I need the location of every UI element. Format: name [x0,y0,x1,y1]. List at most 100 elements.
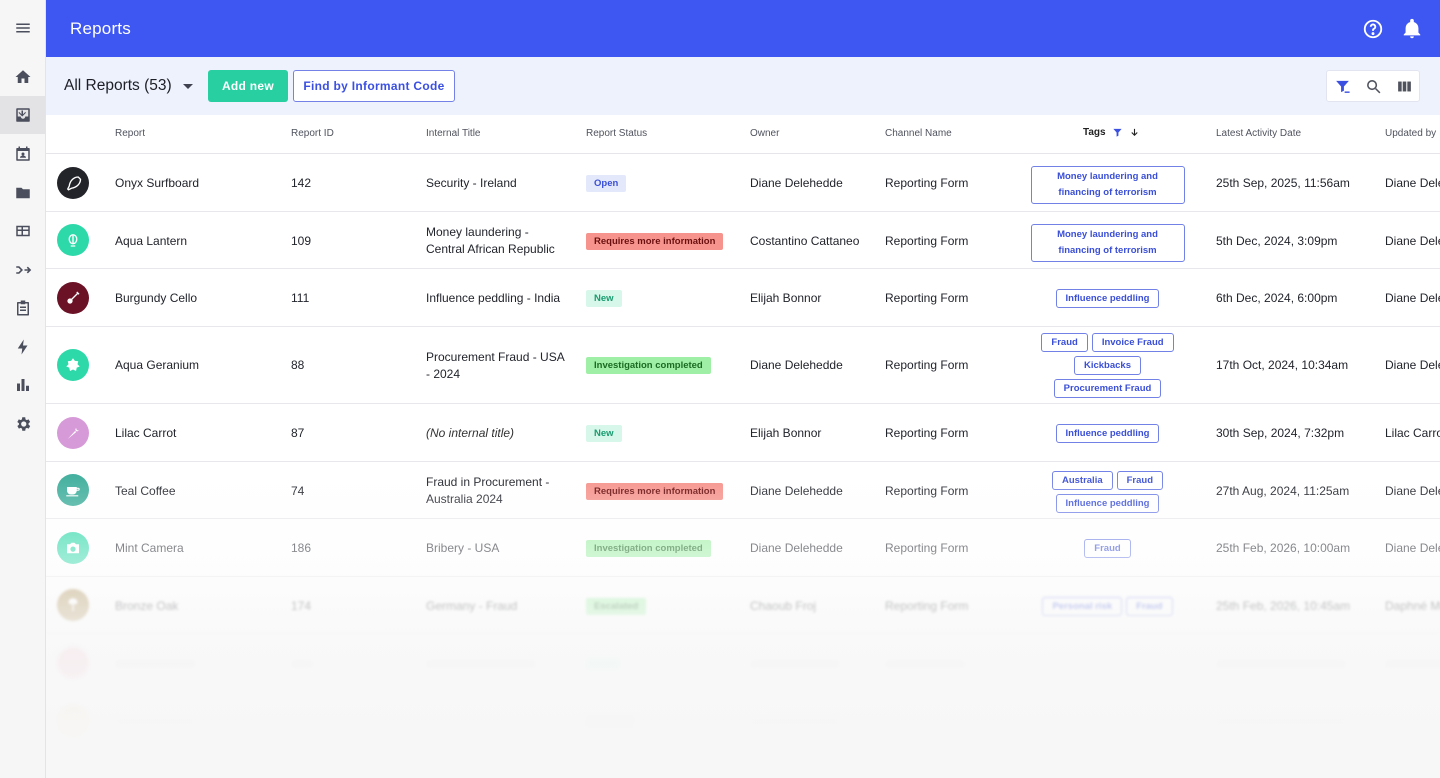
gear-icon[interactable] [0,405,45,443]
report-id: 109 [291,234,312,248]
carrot-icon [57,417,89,449]
latest-activity-date: 6th Dec, 2024, 6:00pm [1216,291,1338,305]
tag[interactable]: Influence peddling [1055,494,1160,513]
search-icon[interactable] [1358,71,1389,101]
updated-by: Lilac Carro [1385,426,1440,440]
bar-chart-icon[interactable] [0,366,45,404]
column-tags-label: Tags [1083,127,1106,138]
owner: Diane Delehedde [750,541,843,555]
tag[interactable]: Fraud [1126,597,1173,616]
column-internal-title[interactable]: Internal Title [426,128,481,139]
column-report[interactable]: Report [115,128,146,139]
placeholder-text [115,660,195,668]
owner: Chaoub Froj [750,599,817,613]
placeholder-text [291,660,313,668]
tag[interactable]: Money laundering and financing of terror… [1030,224,1185,262]
tag[interactable]: Influence peddling [1055,424,1160,443]
view-selector[interactable]: All Reports (53) [64,77,172,94]
report-id: 111 [291,291,310,305]
table-row[interactable]: Bronze Oak 174 Germany - Fraud Escalated… [46,577,1440,634]
column-channel-name[interactable]: Channel Name [885,128,952,139]
tag[interactable]: Personal risk [1042,597,1123,616]
latest-activity-date: 25th Feb, 2026, 10:00am [1216,541,1351,555]
status-badge: New [586,425,622,442]
bolt-icon[interactable] [0,328,45,366]
column-report-status[interactable]: Report Status [586,128,648,139]
filter-icon[interactable] [1327,71,1358,101]
table-row[interactable]: Teal Coffee 74 Fraud in Procurement - Au… [46,462,1440,519]
report-name: Onyx Surfboard [115,176,200,190]
chevron-down-icon[interactable] [183,84,193,89]
table-tools [1326,70,1420,102]
table-row[interactable]: Burgundy Cello 111 Influence peddling - … [46,269,1440,327]
table-row[interactable]: Onyx Surfboard 142 Security - Ireland Op… [46,154,1440,212]
table-row[interactable]: Lilac Carrot 87 (No internal title) New … [46,404,1440,462]
table-row[interactable] [46,634,1440,692]
placeholder-text [1385,660,1440,668]
page-title: Reports [70,19,131,38]
report-name: Aqua Lantern [115,234,188,248]
tag[interactable]: Fraud [1084,539,1131,558]
channel-name: Reporting Form [885,541,969,555]
tag[interactable]: Money laundering and financing of terror… [1030,166,1185,204]
folder-icon[interactable] [0,174,45,212]
find-by-informant-code-button[interactable]: Find by Informant Code [293,70,455,102]
table-row[interactable]: Aqua Lantern 109 Money laundering - Cent… [46,212,1440,269]
tag[interactable]: Influence peddling [1055,289,1160,308]
tag-list: Influence peddling [1030,289,1185,308]
report-name: Lilac Carrot [115,426,177,440]
placeholder-tag [1050,657,1165,671]
clipboard-icon[interactable] [0,289,45,327]
merge-icon[interactable] [0,251,45,289]
report-name: Bronze Oak [115,599,179,613]
add-new-button[interactable]: Add new [208,70,288,102]
updated-by: Diane Dele [1385,484,1440,498]
internal-title: Influence peddling - India [426,291,561,305]
calendar-contact-icon[interactable] [0,135,45,173]
latest-activity-date: 27th Aug, 2024, 11:25am [1216,484,1350,498]
report-id: 87 [291,426,305,440]
report-id: 88 [291,358,305,372]
bell-icon[interactable] [1401,18,1423,40]
tag[interactable]: Procurement Fraud [1053,379,1162,398]
report-name: Burgundy Cello [115,291,198,305]
columns-icon[interactable] [1389,71,1420,101]
tag-list: Personal risk Fraud [1030,597,1185,616]
filter-active-icon[interactable] [1112,127,1123,138]
internal-title: Procurement Fraud - USA - 2024 [426,350,565,381]
latest-activity-date: 25th Sep, 2025, 11:56am [1216,176,1350,190]
placeholder-badge [586,658,620,670]
coffee-icon [57,474,89,506]
menu-icon[interactable] [0,9,45,47]
column-updated-by[interactable]: Updated by [1385,128,1437,139]
home-icon[interactable] [0,58,45,96]
placeholder-text [750,660,840,668]
tag[interactable]: Australia [1051,471,1113,490]
geranium-icon [57,349,89,381]
tag[interactable]: Fraud [1041,333,1088,352]
column-tags[interactable]: Tags [1083,127,1140,138]
tag[interactable]: Invoice Fraud [1091,333,1174,352]
placeholder-text [1216,718,1346,726]
column-report-id[interactable]: Report ID [291,128,334,139]
inbox-icon[interactable] [0,96,45,134]
sort-down-icon[interactable] [1129,127,1140,138]
report-name: Mint Camera [115,541,184,555]
placeholder-text [750,718,840,726]
tree-icon [57,589,89,621]
report-id: 74 [291,484,305,498]
help-icon[interactable] [1362,18,1384,40]
column-latest-activity-date[interactable]: Latest Activity Date [1216,128,1302,139]
table-row[interactable]: Mint Camera 186 Bribery - USA Investigat… [46,519,1440,577]
table-row[interactable] [46,692,1440,750]
avatar [57,647,89,679]
report-id: 142 [291,176,312,190]
placeholder-text [115,718,195,726]
tag[interactable]: Kickbacks [1073,356,1141,375]
lantern-icon [57,224,89,256]
tag[interactable]: Fraud [1116,471,1164,490]
table-row[interactable]: Aqua Geranium 88 Procurement Fraud - USA… [46,327,1440,404]
table-icon[interactable] [0,212,45,250]
column-owner[interactable]: Owner [750,128,780,139]
updated-by: Diane Dele [1385,358,1440,372]
